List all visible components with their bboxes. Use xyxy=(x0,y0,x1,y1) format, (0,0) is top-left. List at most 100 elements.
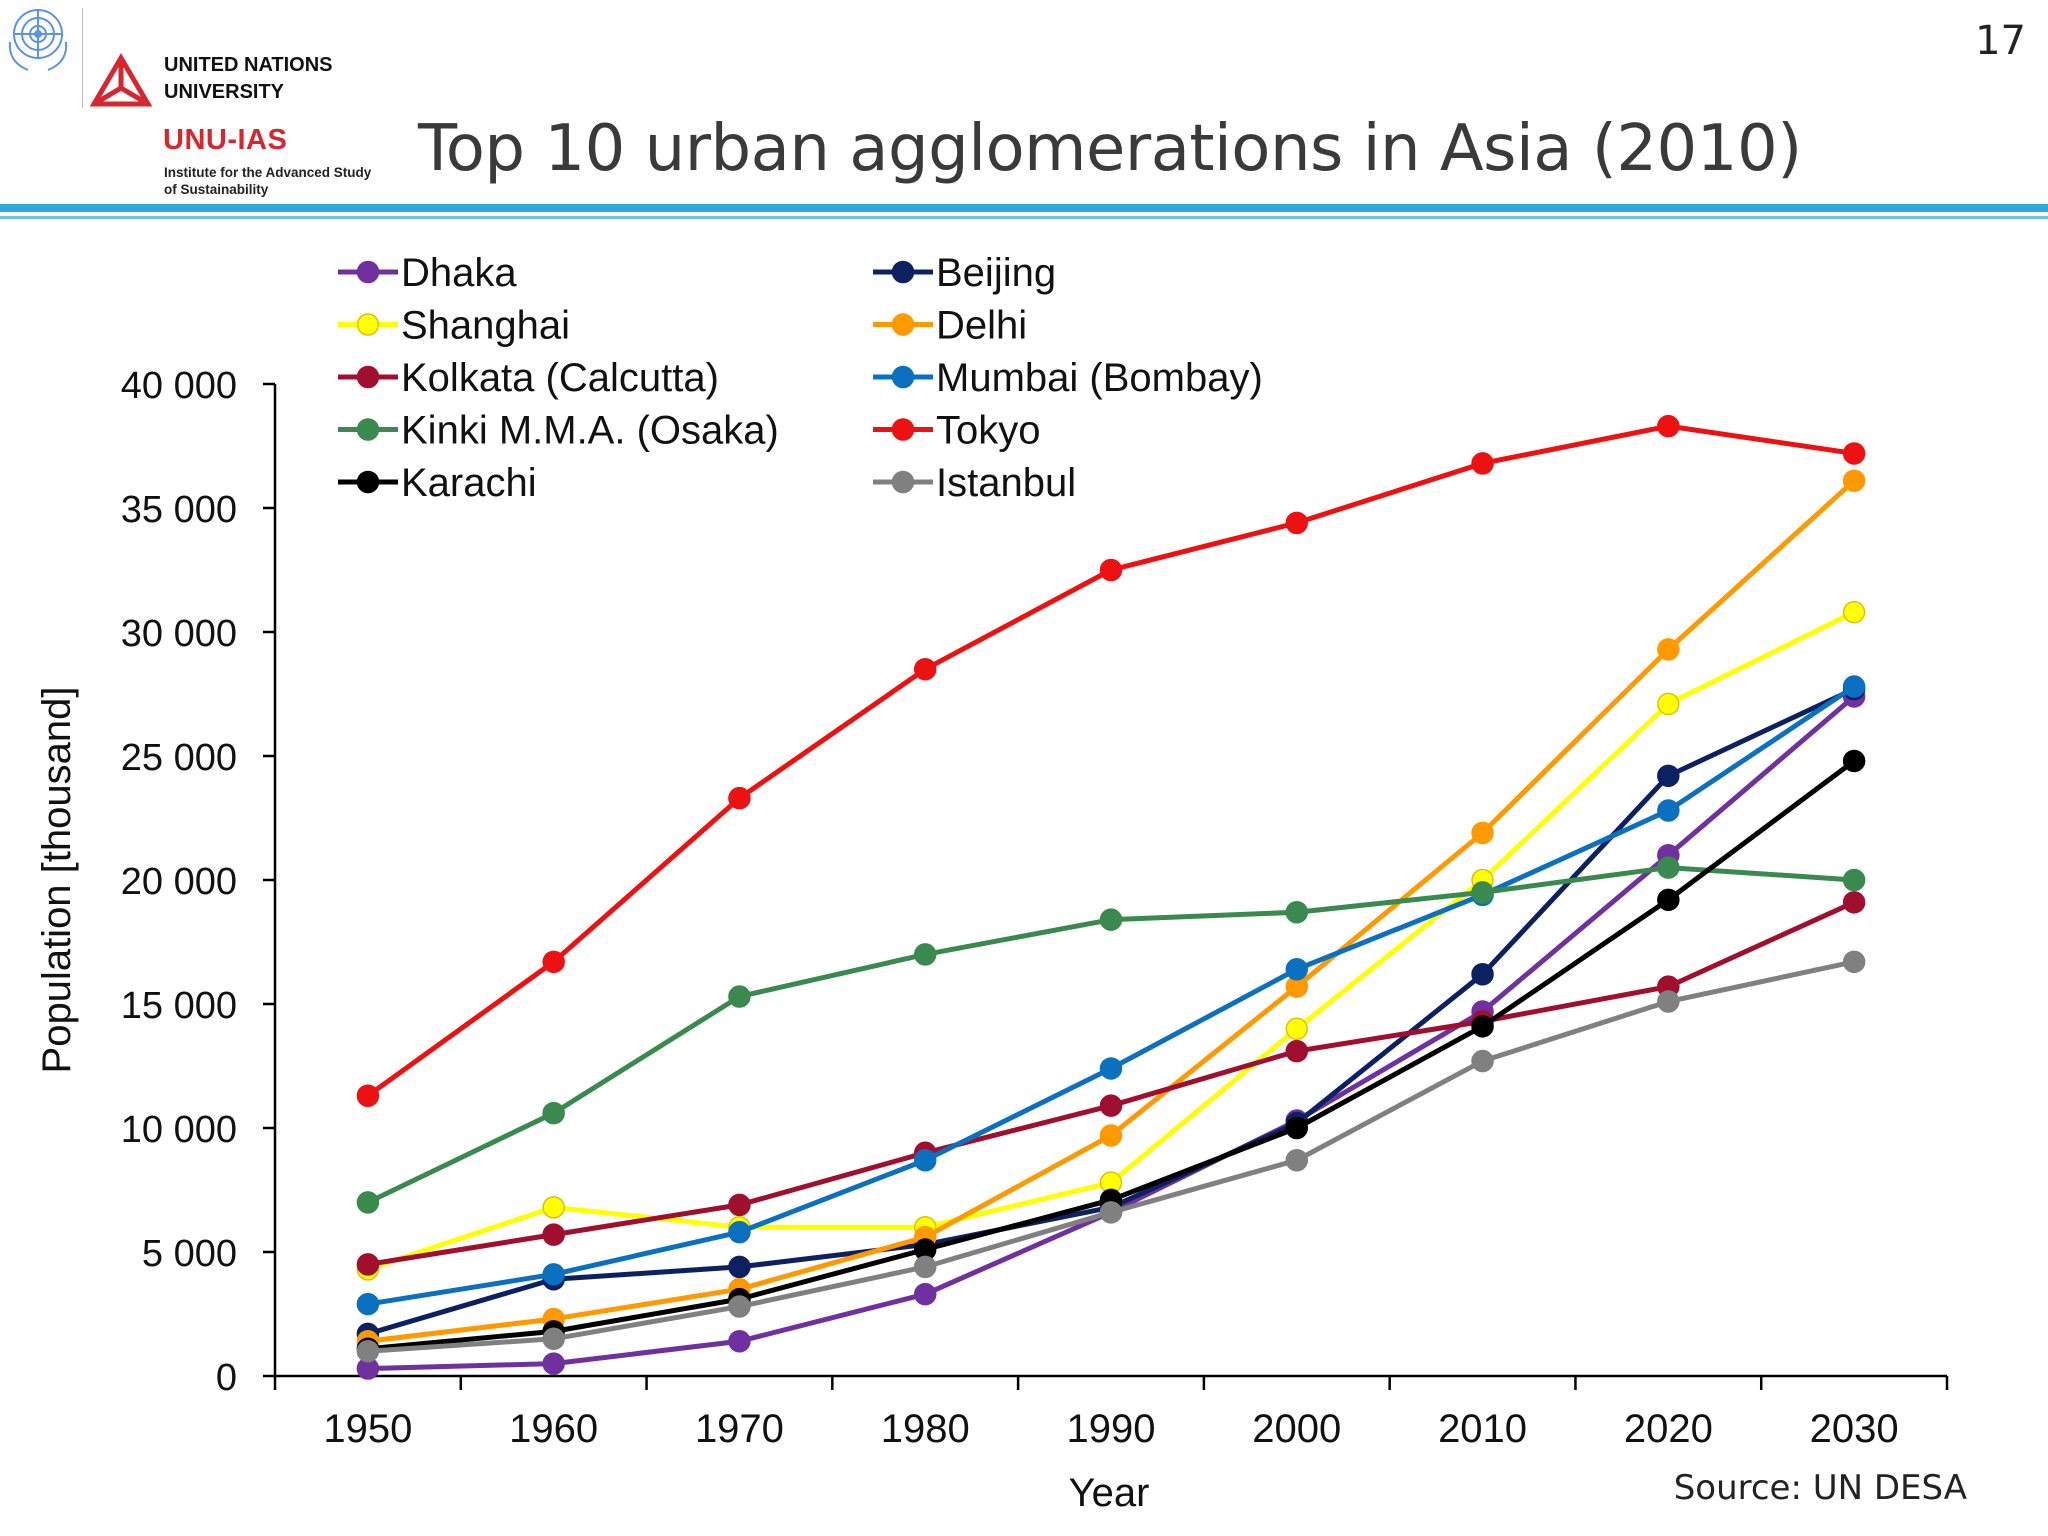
legend-entry: Tokyo xyxy=(873,409,1041,453)
data-point xyxy=(1842,891,1866,914)
data-point xyxy=(1099,1094,1123,1117)
data-point xyxy=(1842,749,1866,773)
data-point xyxy=(1099,1201,1123,1224)
data-point xyxy=(1285,900,1309,924)
legend-marker xyxy=(356,365,380,389)
data-point xyxy=(1285,1116,1309,1140)
unu-logo-icon xyxy=(89,53,153,107)
data-point xyxy=(1285,1039,1309,1063)
data-point xyxy=(356,1292,380,1316)
legend-marker xyxy=(356,418,380,441)
legend-marker xyxy=(356,313,380,336)
y-axis-title: Population [thousand] xyxy=(35,687,79,1074)
data-point xyxy=(1099,1057,1123,1080)
y-tick-label: 0 xyxy=(216,1357,237,1399)
y-tick-label: 20 000 xyxy=(121,861,237,903)
series-delhi xyxy=(356,469,1866,1353)
data-point xyxy=(1471,821,1494,845)
legend-label: Kinki M.M.A. (Osaka) xyxy=(401,409,779,453)
data-point xyxy=(356,1253,380,1276)
data-point xyxy=(1657,692,1680,716)
data-point xyxy=(1842,675,1866,698)
series-line xyxy=(365,609,1857,1272)
legend-label: Karachi xyxy=(401,461,537,505)
data-point xyxy=(1285,1017,1309,1041)
data-point xyxy=(1842,868,1866,892)
source-note: Source: UN DESA xyxy=(1673,1468,1967,1508)
data-point xyxy=(356,1191,380,1214)
legend-entry: Karachi xyxy=(338,461,537,505)
institute-name: Institute for the Advanced Study of Sust… xyxy=(164,164,371,198)
header-rule xyxy=(0,204,2048,212)
legend-marker xyxy=(891,470,915,494)
data-point xyxy=(1471,452,1494,475)
y-tick-label: 10 000 xyxy=(121,1109,237,1151)
series-tokyo xyxy=(356,414,1866,1108)
data-point xyxy=(1471,962,1494,986)
legend-marker xyxy=(891,365,915,389)
x-tick-label: 2020 xyxy=(1624,1407,1713,1451)
y-tick-label: 30 000 xyxy=(121,613,237,655)
data-point xyxy=(913,943,937,966)
legend-marker xyxy=(356,260,380,284)
legend-label: Beijing xyxy=(936,251,1056,295)
series-line xyxy=(365,758,1857,1352)
x-tick-label: 1970 xyxy=(695,1407,784,1451)
data-point xyxy=(542,1223,565,1246)
data-point xyxy=(728,1330,751,1353)
data-point xyxy=(1842,442,1866,465)
data-point xyxy=(1657,990,1680,1013)
series-line xyxy=(365,959,1857,1354)
data-point xyxy=(1842,469,1866,492)
un-emblem-icon xyxy=(8,9,68,71)
data-point xyxy=(1471,1015,1494,1038)
institute-line-2: of Sustainability xyxy=(164,182,269,197)
x-tick-label: 2010 xyxy=(1438,1407,1527,1451)
x-axis-title: Year xyxy=(1069,1471,1150,1515)
legend-entry: Kolkata (Calcutta) xyxy=(338,356,719,400)
data-point xyxy=(1471,1049,1494,1073)
page-number: 17 xyxy=(1975,18,2026,64)
data-point xyxy=(728,985,751,1008)
series-shanghai xyxy=(356,600,1866,1281)
x-tick-label: 1960 xyxy=(509,1407,598,1451)
legend-label: Tokyo xyxy=(936,409,1041,453)
series-kinki-m-m-a-osaka xyxy=(356,856,1866,1214)
data-point xyxy=(1285,958,1309,981)
data-point xyxy=(728,1255,751,1279)
legend-entry: Kinki M.M.A. (Osaka) xyxy=(338,409,779,453)
org-line-2: UNIVERSITY xyxy=(164,81,285,103)
data-point xyxy=(356,1339,380,1363)
y-tick-label: 35 000 xyxy=(121,489,237,531)
data-point xyxy=(542,1196,565,1219)
legend-entry: Shanghai xyxy=(338,304,570,348)
y-tick-label: 40 000 xyxy=(121,365,237,407)
unit-name: UNU-IAS xyxy=(163,124,288,156)
institute-line-1: Institute for the Advanced Study xyxy=(164,165,372,180)
data-point xyxy=(1657,888,1680,912)
data-point xyxy=(1657,638,1680,661)
data-point xyxy=(542,1263,565,1286)
data-point xyxy=(1657,414,1680,438)
legend-entry: Delhi xyxy=(873,304,1027,348)
header-rule-thin xyxy=(0,216,2048,219)
data-point xyxy=(542,1101,565,1125)
y-tick-label: 15 000 xyxy=(121,985,237,1027)
data-point xyxy=(1842,950,1866,974)
legend-marker xyxy=(891,313,915,336)
y-tick-label: 25 000 xyxy=(121,737,237,779)
legend-entry: Istanbul xyxy=(873,461,1076,505)
data-point xyxy=(1285,1148,1309,1172)
legend-label: Istanbul xyxy=(936,461,1076,505)
legend-entry: Beijing xyxy=(873,251,1056,295)
legend-marker xyxy=(356,470,380,494)
legend-entry: Dhaka xyxy=(338,251,517,295)
data-point xyxy=(1099,558,1123,582)
legend-label: Mumbai (Bombay) xyxy=(936,356,1263,400)
data-point xyxy=(728,1193,751,1217)
data-point xyxy=(913,1255,937,1279)
data-point xyxy=(913,657,937,681)
data-point xyxy=(1471,881,1494,904)
legend-label: Dhaka xyxy=(401,251,517,295)
